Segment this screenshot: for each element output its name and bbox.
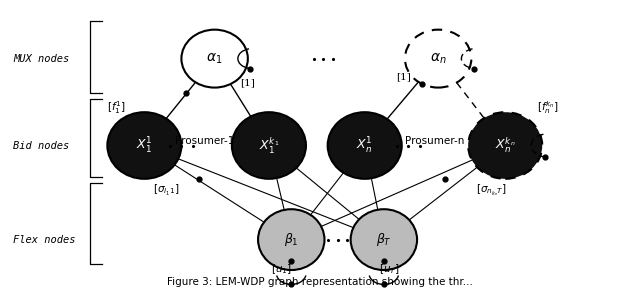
- Ellipse shape: [351, 209, 417, 270]
- Text: $[u_1]$: $[u_1]$: [271, 262, 292, 276]
- Text: Bid nodes: Bid nodes: [13, 141, 70, 150]
- Ellipse shape: [405, 30, 471, 88]
- Text: $\beta_1$: $\beta_1$: [284, 231, 299, 248]
- Text: $X_n^{k_n}$: $X_n^{k_n}$: [495, 136, 515, 155]
- Ellipse shape: [232, 112, 306, 179]
- Text: $\alpha_n$: $\alpha_n$: [430, 52, 447, 66]
- Text: $X_n^1$: $X_n^1$: [356, 135, 373, 156]
- Ellipse shape: [468, 112, 542, 179]
- Text: $\alpha_1$: $\alpha_1$: [207, 52, 223, 66]
- Text: Flex nodes: Flex nodes: [13, 235, 76, 245]
- Text: $[\sigma_{l_1 1}]$: $[\sigma_{l_1 1}]$: [153, 183, 179, 198]
- Text: $[f_n^{k_n}]$: $[f_n^{k_n}]$: [537, 100, 559, 116]
- Text: $[u_T]$: $[u_T]$: [379, 262, 399, 276]
- Ellipse shape: [181, 30, 248, 88]
- Ellipse shape: [258, 209, 324, 270]
- Text: MUX nodes: MUX nodes: [13, 54, 70, 64]
- Text: $[f_1^1]$: $[f_1^1]$: [107, 100, 125, 116]
- Text: [1]: [1]: [396, 72, 412, 81]
- Text: [1]: [1]: [240, 79, 255, 88]
- Ellipse shape: [108, 112, 181, 179]
- Text: $X_1^{k_1}$: $X_1^{k_1}$: [259, 135, 279, 156]
- Text: Figure 3: LEM-WDP graph representation showing the thr...: Figure 3: LEM-WDP graph representation s…: [167, 277, 473, 288]
- Text: $X_1^1$: $X_1^1$: [136, 135, 153, 156]
- Text: $\beta_T$: $\beta_T$: [376, 231, 392, 248]
- Text: Prosumer-n: Prosumer-n: [405, 136, 465, 146]
- Ellipse shape: [328, 112, 402, 179]
- Text: $[\sigma_{n_{k_n} T}]$: $[\sigma_{n_{k_n} T}]$: [476, 182, 508, 198]
- Text: Prosumer-1: Prosumer-1: [175, 136, 235, 146]
